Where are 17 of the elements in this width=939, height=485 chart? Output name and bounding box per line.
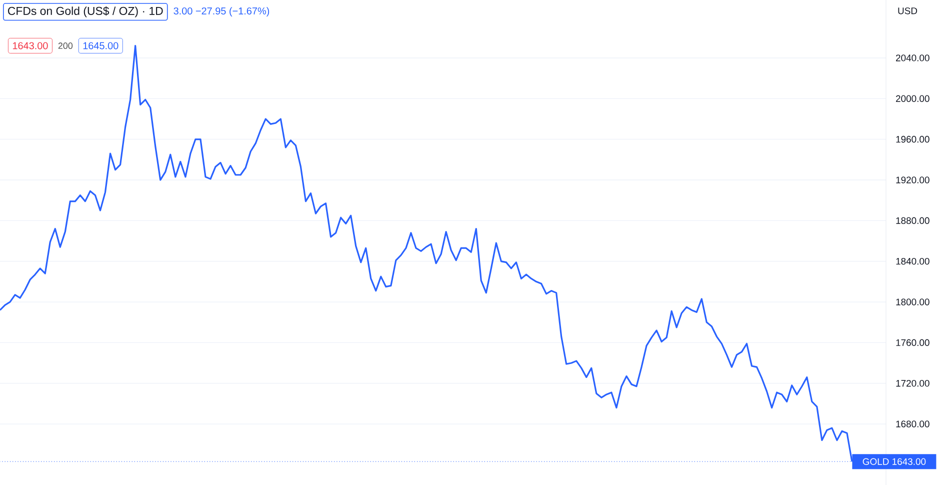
y-tick-label: 1760.00 [896, 339, 930, 346]
y-tick-label: 2040.00 [896, 54, 930, 62]
y-tick-label: 1840.00 [896, 258, 930, 265]
text: CFDs on Gold (US$ / OZ) · 1D [8, 6, 163, 18]
y-tick-label: 1960.00 [896, 136, 930, 143]
annotation: 200 [58, 42, 73, 49]
y-tick-label: 2000.00 [896, 95, 930, 102]
y-tick-label: 1880.00 [896, 217, 930, 224]
annotation: 1645.00 [83, 42, 118, 50]
y-axis-title: USD [898, 8, 918, 14]
y-tick-label: 1920.00 [896, 176, 930, 184]
y-tick-label: 1720.00 [896, 380, 930, 387]
annotation: 1643.00 [12, 42, 48, 50]
y-tick-label: 1800.00 [896, 298, 930, 306]
ref-line-label: GOLD 1643.00 [862, 458, 926, 465]
y-tick-label: 1680.00 [896, 420, 930, 428]
annotation: 3.00 −27.95 (−1.67%) [174, 7, 270, 16]
